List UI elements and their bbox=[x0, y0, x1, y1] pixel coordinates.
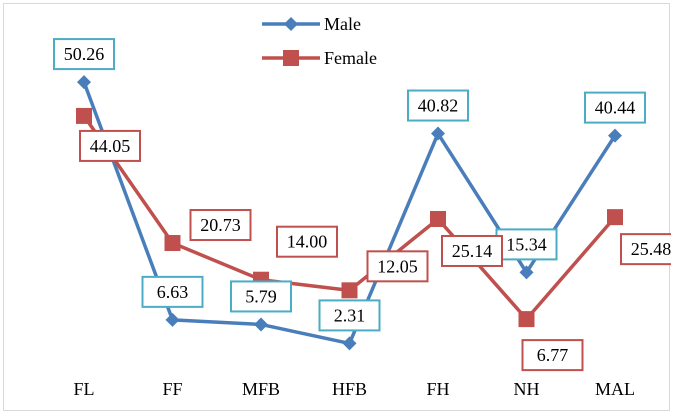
marker-male-fl bbox=[77, 75, 91, 90]
data-label-male-ff-box bbox=[141, 275, 204, 308]
data-label-male-nh-box bbox=[495, 228, 558, 261]
data-label-female-mfb-box bbox=[276, 225, 338, 258]
data-label-male-fl: 50.26 bbox=[64, 44, 105, 64]
data-label-male-fl-box bbox=[53, 38, 115, 71]
data-label-female-fl-box bbox=[79, 129, 141, 162]
data-label-male-mfb-box bbox=[230, 280, 292, 313]
line-chart: 50.26 6.63 5.79 2.31 40.82 15.34 40.44 44.05 20.… bbox=[53, 14, 671, 399]
data-label-male-fh: 40.82 bbox=[418, 96, 459, 116]
x-tick-label-ff: FF bbox=[162, 379, 182, 399]
marker-male-ff bbox=[165, 312, 180, 327]
data-label-male-ff: 6.63 bbox=[157, 282, 189, 302]
data-label-female-hfb-box bbox=[366, 250, 429, 283]
legend-label-female: Female bbox=[324, 48, 377, 68]
data-label-male-mfb: 5.79 bbox=[245, 286, 277, 306]
marker-female-fh bbox=[430, 210, 446, 227]
data-label-female-mfb: 14.00 bbox=[287, 232, 328, 252]
data-label-male-nh: 15.34 bbox=[506, 234, 547, 254]
marker-female-nh bbox=[518, 311, 535, 328]
x-tick-label-mal: MAL bbox=[595, 379, 635, 399]
x-tick-label-fl: FL bbox=[73, 379, 94, 399]
data-label-female-hfb: 12.05 bbox=[377, 256, 418, 276]
data-label-female-mal-box bbox=[620, 233, 671, 266]
marker-male-hfb bbox=[342, 336, 357, 351]
marker-female-mal bbox=[607, 209, 623, 226]
data-label-male-hfb-box bbox=[318, 299, 381, 332]
marker-male-nh bbox=[519, 265, 534, 280]
data-label-female-nh-box bbox=[521, 339, 584, 372]
marker-female-ff bbox=[164, 235, 181, 252]
data-label-male-mal: 40.44 bbox=[595, 98, 636, 118]
data-label-female-fh: 25.14 bbox=[452, 241, 493, 261]
data-label-male-hfb: 2.31 bbox=[334, 305, 366, 325]
data-label-male-fh-box bbox=[407, 89, 469, 122]
marker-female-hfb bbox=[341, 282, 358, 299]
x-tick-label-hfb: HFB bbox=[332, 379, 367, 399]
legend-marker-male bbox=[284, 17, 298, 31]
marker-male-fh bbox=[431, 126, 445, 141]
marker-male-mfb bbox=[254, 317, 268, 332]
data-label-female-ff: 20.73 bbox=[200, 215, 241, 235]
legend-marker-female bbox=[283, 50, 299, 66]
legend-label-male: Male bbox=[324, 14, 361, 34]
x-tick-label-mfb: MFB bbox=[242, 379, 280, 399]
data-label-male-mal-box bbox=[584, 91, 646, 124]
x-tick-label-fh: FH bbox=[426, 379, 449, 399]
x-tick-label-nh: NH bbox=[514, 379, 540, 399]
marker-male-mal bbox=[608, 128, 622, 143]
data-label-female-mal: 25.48 bbox=[631, 239, 671, 259]
data-label-female-fl: 44.05 bbox=[90, 136, 131, 156]
data-label-female-ff-box bbox=[189, 209, 252, 242]
data-label-female-nh: 6.77 bbox=[537, 345, 569, 365]
chart-area: 50.26 6.63 5.79 2.31 40.82 15.34 40.44 44.05 20.… bbox=[3, 3, 671, 411]
data-label-female-fh-box bbox=[441, 234, 503, 267]
marker-female-fl bbox=[76, 107, 92, 124]
